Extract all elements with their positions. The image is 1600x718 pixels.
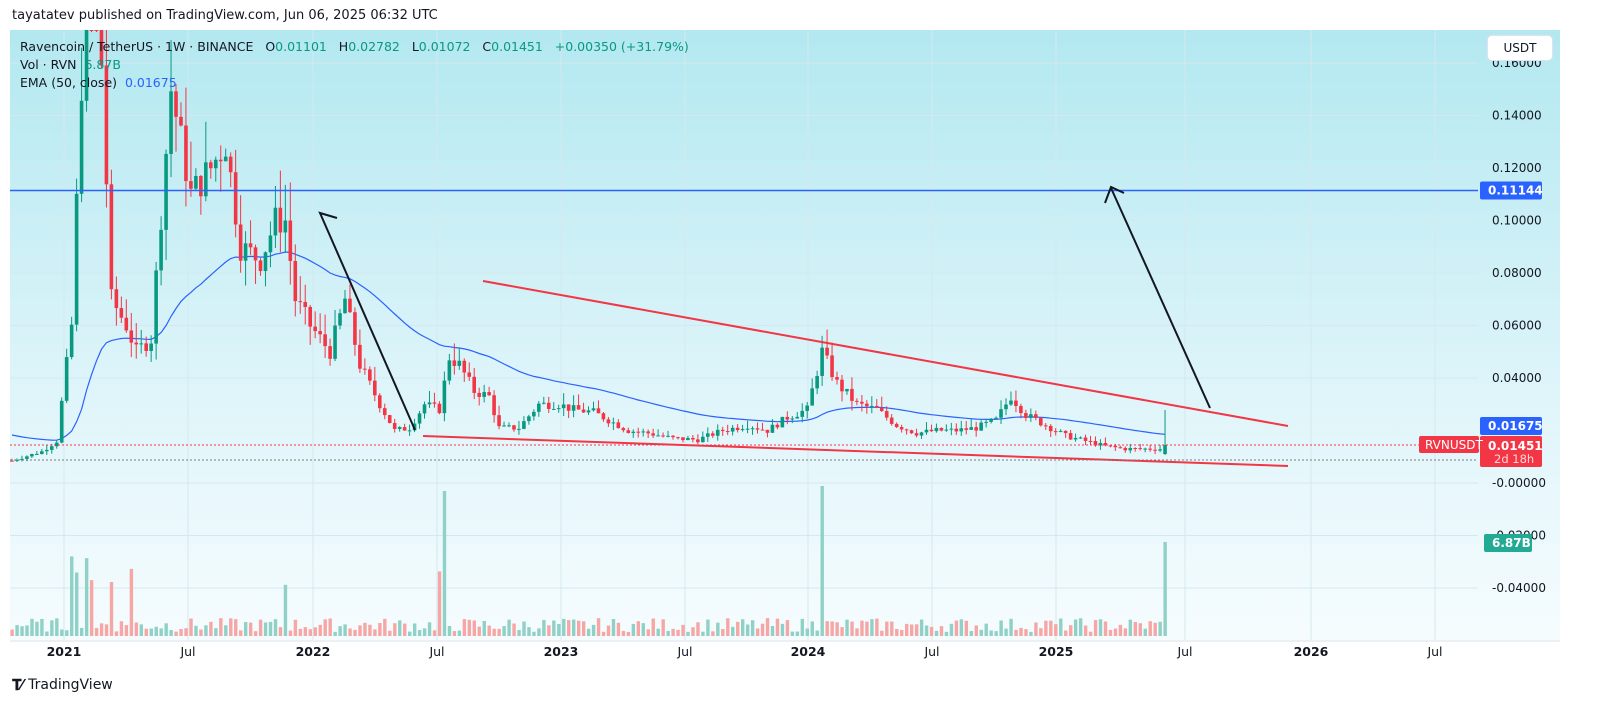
svg-text:2026: 2026 (1294, 644, 1329, 659)
svg-text:0.01675: 0.01675 (1488, 419, 1543, 433)
svg-text:2021: 2021 (47, 644, 82, 659)
grid-lines (10, 30, 1478, 640)
svg-text:Jul: Jul (1426, 644, 1442, 659)
svg-text:2025: 2025 (1039, 644, 1074, 659)
ema-label[interactable]: EMA (50, close) (20, 75, 118, 90)
svg-text:0.01451: 0.01451 (1488, 439, 1543, 453)
svg-text:2d 18h: 2d 18h (1494, 452, 1534, 466)
symbol-row: Ravencoin / TetherUS · 1W · BINANCE O0.0… (20, 39, 689, 54)
svg-text:0.04000: 0.04000 (1492, 371, 1542, 385)
price-axis: 0.160000.140000.120000.100000.080000.060… (1419, 30, 1560, 642)
high-value: 0.02782 (348, 39, 400, 54)
candlesticks (10, 30, 1167, 463)
svg-text:Jul: Jul (1176, 644, 1192, 659)
svg-text:Jul: Jul (676, 644, 692, 659)
change-value: +0.00350 (+31.79%) (554, 39, 689, 54)
open-value: 0.01101 (275, 39, 327, 54)
svg-text:6.87B: 6.87B (1492, 536, 1531, 550)
svg-text:2022: 2022 (296, 644, 331, 659)
svg-text:2023: 2023 (544, 644, 579, 659)
svg-text:0.08000: 0.08000 (1492, 266, 1542, 280)
tradingview-logo-icon: 𝐓⁄ (12, 676, 23, 694)
svg-text:-0.04000: -0.04000 (1492, 581, 1546, 595)
symbol-title[interactable]: Ravencoin / TetherUS · 1W · BINANCE (20, 39, 254, 54)
time-axis: 2021 Jul 2022 Jul 2023 Jul 2024 Jul 2025 Jul 2026 J… (10, 640, 1560, 659)
brand-name: TradingView (28, 677, 113, 693)
ema-row: EMA (50, close) 0.01675 (20, 74, 689, 92)
svg-text:-0.00000: -0.00000 (1492, 476, 1546, 490)
svg-text:Jul: Jul (923, 644, 939, 659)
volume-value: 6.87B (84, 57, 121, 72)
volume-label[interactable]: Vol · RVN (20, 57, 77, 72)
published-caption: tayatatev published on TradingView.com, … (12, 8, 438, 23)
tradingview-logo[interactable]: 𝐓⁄ TradingView (12, 676, 113, 694)
svg-text:0.06000: 0.06000 (1492, 319, 1542, 333)
price-chart-canvas[interactable]: 0.160000.140000.120000.100000.080000.060… (10, 30, 1560, 666)
volume-row: Vol · RVN 6.87B (20, 56, 689, 74)
svg-text:0.10000: 0.10000 (1492, 214, 1542, 228)
low-value: 0.01072 (418, 39, 471, 54)
currency-button[interactable]: USDT (1488, 36, 1552, 60)
svg-text:RVNUSDT: RVNUSDT (1425, 438, 1484, 452)
volume-bars (10, 486, 1167, 636)
svg-text:0.12000: 0.12000 (1492, 161, 1542, 175)
chart-area[interactable]: 0.16000 0.14000 0.12000 0.10000 0.08000 0.060… (10, 30, 1560, 666)
svg-text:Jul: Jul (428, 644, 444, 659)
chart-legend: Ravencoin / TetherUS · 1W · BINANCE O0.0… (20, 38, 689, 92)
svg-text:0.14000: 0.14000 (1492, 109, 1542, 123)
close-value: 0.01451 (491, 39, 543, 54)
svg-text:Jul: Jul (179, 644, 195, 659)
ema-line (11, 251, 1166, 441)
drawings (10, 185, 1478, 467)
svg-text:2024: 2024 (791, 644, 826, 659)
svg-text:0.11144: 0.11144 (1488, 183, 1543, 197)
ema-value: 0.01675 (124, 75, 177, 90)
